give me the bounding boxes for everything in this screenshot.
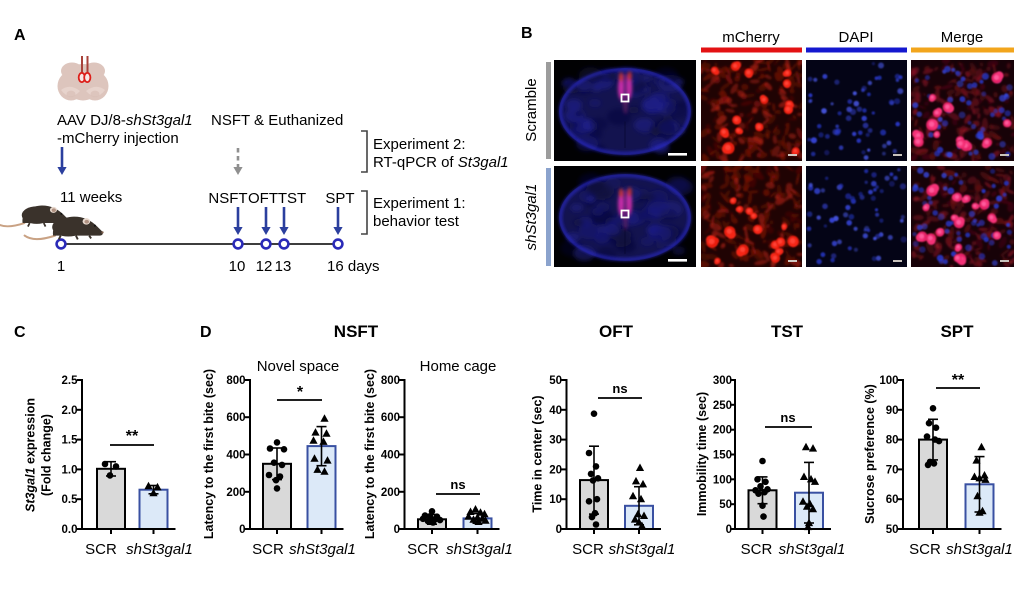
svg-text:Sucrose preference (%): Sucrose preference (%) [863,384,877,524]
svg-text:SCR: SCR [741,541,773,558]
svg-text:20: 20 [549,464,562,476]
svg-text:mCherry: mCherry [722,29,780,46]
svg-text:10: 10 [229,258,246,275]
svg-text:shSt3gal1: shSt3gal1 [609,541,676,558]
svg-text:0: 0 [239,524,245,536]
svg-text:*: * [297,384,304,401]
svg-text:shSt3gal1: shSt3gal1 [946,541,1013,558]
svg-text:600: 600 [226,412,245,424]
svg-text:250: 250 [713,400,732,412]
svg-text:D: D [200,324,212,341]
svg-text:100: 100 [879,375,898,387]
svg-text:behavior test: behavior test [373,213,460,230]
svg-text:**: ** [126,428,139,445]
svg-text:Home cage: Home cage [420,358,497,375]
svg-text:ns: ns [612,381,627,396]
svg-text:SPT: SPT [325,190,354,207]
svg-text:50: 50 [549,375,562,387]
svg-text:800: 800 [226,375,245,387]
svg-text:0.0: 0.0 [62,524,78,536]
svg-text:12: 12 [256,258,273,275]
svg-text:-mCherry injection: -mCherry injection [57,130,179,147]
svg-text:shSt3gal1: shSt3gal1 [289,541,356,558]
svg-text:**: ** [952,372,965,389]
svg-text:11 weeks: 11 weeks [60,189,122,206]
svg-text:ns: ns [450,477,465,492]
svg-text:16 days: 16 days [327,258,380,275]
svg-text:Latency to the first bite (sec: Latency to the first bite (sec) [363,369,377,539]
svg-text:80: 80 [886,435,899,447]
svg-text:ns: ns [780,410,795,425]
svg-text:shSt3gal1: shSt3gal1 [446,541,513,558]
svg-text:200: 200 [226,487,245,499]
svg-text:(Fold change): (Fold change) [40,414,54,496]
svg-text:NSFT: NSFT [334,322,379,341]
svg-text:RT-qPCR of St3gal1: RT-qPCR of St3gal1 [373,154,509,171]
svg-text:200: 200 [713,425,732,437]
svg-text:SCR: SCR [407,541,439,558]
svg-text:C: C [14,324,26,341]
svg-text:0.5: 0.5 [62,494,79,506]
svg-text:shSt3gal1: shSt3gal1 [126,541,193,558]
svg-text:shSt3gal1: shSt3gal1 [523,184,540,251]
svg-text:60: 60 [886,494,899,506]
svg-text:TST: TST [278,190,306,207]
svg-text:40: 40 [549,405,562,417]
svg-text:70: 70 [886,464,899,476]
svg-text:0: 0 [394,524,400,536]
svg-text:0: 0 [556,524,562,536]
svg-text:St3gal1 expression: St3gal1 expression [24,398,38,512]
svg-text:100: 100 [713,474,732,486]
svg-text:300: 300 [713,375,732,387]
svg-text:Scramble: Scramble [523,78,540,141]
svg-text:shSt3gal1: shSt3gal1 [779,541,846,558]
svg-text:50: 50 [886,524,899,536]
svg-text:2.5: 2.5 [62,375,79,387]
svg-text:1.5: 1.5 [62,435,79,447]
svg-text:AAV DJ/8-shSt3gal1: AAV DJ/8-shSt3gal1 [57,112,193,129]
svg-text:OFT: OFT [248,190,278,207]
svg-text:30: 30 [549,435,562,447]
svg-text:NSFT: NSFT [208,190,247,207]
svg-text:SPT: SPT [940,322,974,341]
svg-text:Experiment 1:: Experiment 1: [373,195,466,212]
svg-text:90: 90 [886,405,899,417]
svg-text:NSFT & Euthanized: NSFT & Euthanized [211,112,343,129]
svg-text:400: 400 [226,450,245,462]
svg-text:SCR: SCR [909,541,941,558]
svg-text:1.0: 1.0 [62,464,78,476]
svg-text:2.0: 2.0 [62,405,78,417]
svg-text:0: 0 [726,524,732,536]
svg-text:200: 200 [381,487,400,499]
svg-text:10: 10 [549,494,562,506]
svg-text:400: 400 [381,450,400,462]
svg-text:50: 50 [719,499,732,511]
svg-text:DAPI: DAPI [838,29,873,46]
svg-text:OFT: OFT [599,322,634,341]
svg-text:TST: TST [771,322,804,341]
svg-text:SCR: SCR [572,541,604,558]
svg-text:Novel space: Novel space [257,358,340,375]
svg-text:13: 13 [275,258,292,275]
svg-text:SCR: SCR [252,541,284,558]
svg-text:Time in center (sec): Time in center (sec) [531,395,545,512]
svg-text:800: 800 [381,375,400,387]
svg-text:Latency to the first bite (sec: Latency to the first bite (sec) [202,369,216,539]
svg-text:SCR: SCR [85,541,117,558]
svg-text:600: 600 [381,412,400,424]
svg-text:B: B [521,25,533,42]
svg-text:150: 150 [713,450,732,462]
svg-text:A: A [14,27,26,44]
svg-text:1: 1 [57,258,65,275]
svg-text:Experiment 2:: Experiment 2: [373,136,466,153]
svg-text:Immobility time (sec): Immobility time (sec) [695,392,709,516]
svg-text:Merge: Merge [941,29,984,46]
